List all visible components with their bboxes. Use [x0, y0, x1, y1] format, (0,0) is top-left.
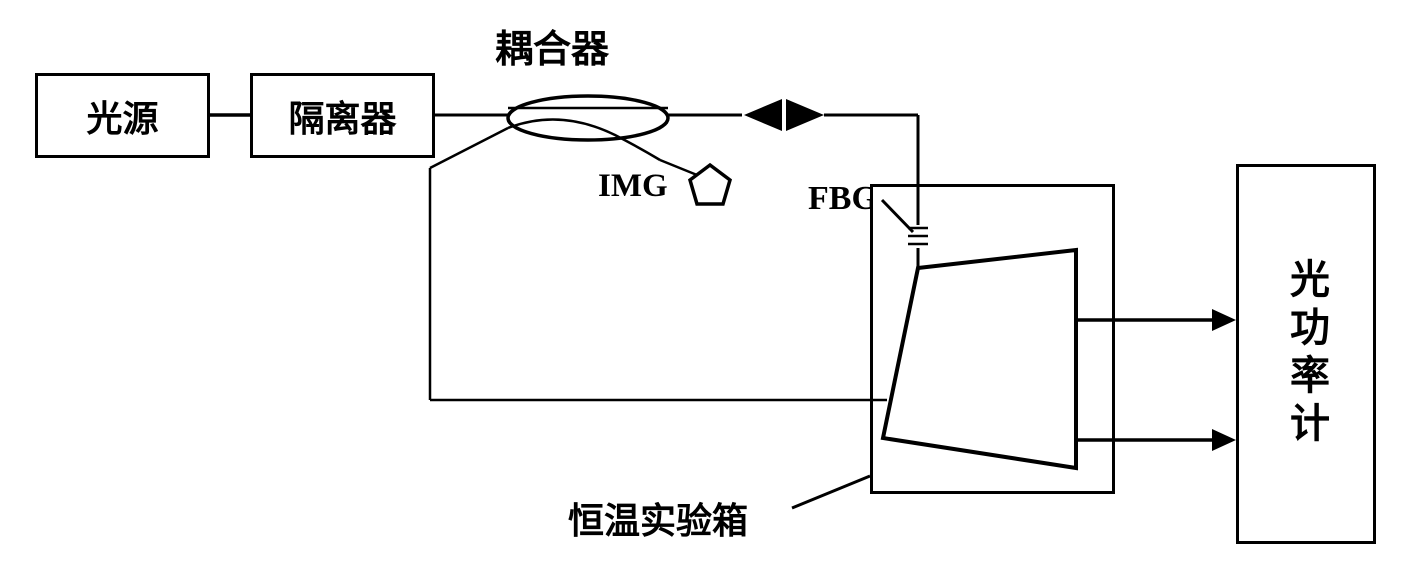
light-source-box: 光源 — [35, 73, 210, 158]
coupler-label: 耦合器 — [495, 18, 609, 73]
isolator-box: 隔离器 — [250, 73, 435, 158]
thermostat-box-label: 恒温实验箱 — [568, 492, 748, 544]
isolator-label: 隔离器 — [288, 90, 396, 142]
arrow-head-icon — [1212, 429, 1236, 451]
thermostat-chamber-box — [870, 184, 1115, 494]
light-source-label: 光源 — [86, 90, 158, 142]
block-diagram: 光源 隔离器 耦合器 IMG FBG AWG 恒温实验箱 光功率计 — [0, 0, 1404, 563]
awg-label: AWG — [935, 355, 1031, 402]
diagram-svg — [0, 0, 1404, 563]
fbg-label: FBG — [808, 180, 878, 218]
arrow-left-icon — [744, 99, 782, 131]
arrow-right-icon — [786, 99, 824, 131]
pentagon-icon — [690, 165, 730, 204]
img-label: IMG — [598, 168, 668, 205]
arrow-head-icon — [1212, 309, 1236, 331]
power-meter-box: 光功率计 — [1236, 164, 1376, 544]
power-meter-label: 光功率计 — [1277, 258, 1335, 450]
